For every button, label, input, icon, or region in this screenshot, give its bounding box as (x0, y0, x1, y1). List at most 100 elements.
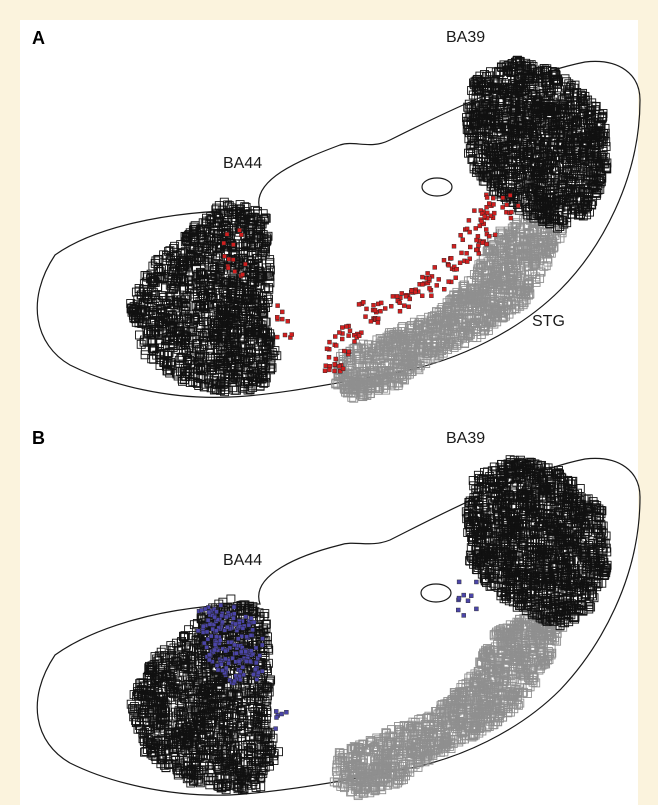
voxel-overlay-red (454, 267, 459, 272)
voxel-overlay-red (475, 234, 481, 239)
voxel-ba44 (183, 368, 193, 378)
voxel-overlay-red (476, 243, 481, 248)
voxel-ba44 (200, 229, 210, 239)
voxel-overlay-red (508, 215, 514, 221)
voxel-overlay-red (477, 223, 482, 229)
voxel-ba44 (193, 313, 203, 323)
voxel-ba44 (218, 380, 228, 389)
voxel-ba44 (206, 383, 216, 393)
voxel-ba44 (171, 367, 181, 377)
voxel-ba44 (165, 246, 175, 256)
voxel-ba44 (230, 333, 240, 343)
voxel-overlay-red (344, 324, 349, 329)
voxel-ba44 (249, 316, 259, 326)
voxel-ba44 (215, 242, 225, 252)
voxel-overlay-red (379, 300, 384, 306)
voxel-stg (557, 228, 567, 238)
voxel-ba44 (270, 346, 280, 356)
voxel-overlay-red (468, 244, 473, 250)
voxel-ba44 (258, 209, 268, 219)
voxel-overlay-red (509, 209, 514, 215)
voxel-ba44 (211, 326, 221, 336)
voxel-stg (434, 351, 444, 361)
voxel-ba44 (196, 301, 206, 311)
voxel-ba44 (217, 306, 227, 316)
panel-b-inner-ellipse (420, 583, 452, 603)
voxel-ba44 (247, 359, 257, 369)
voxel-ba44 (210, 335, 220, 345)
voxel-ba44 (258, 372, 268, 382)
voxel-ba44 (196, 365, 206, 375)
voxel-ba44 (185, 366, 195, 376)
voxel-ba44 (155, 349, 165, 359)
panel-b-brain-outline (36, 457, 641, 796)
voxel-overlay-red (403, 294, 409, 299)
voxel-ba44 (176, 353, 186, 363)
voxel-stg (485, 287, 495, 296)
voxel-ba44 (222, 363, 232, 373)
voxel-overlay-red (340, 366, 346, 371)
voxel-overlay-red (425, 271, 430, 276)
voxel-overlay-red (487, 234, 492, 239)
voxel-ba44 (244, 328, 254, 338)
voxel-ba44 (140, 271, 150, 280)
voxel-overlay-red (459, 250, 464, 256)
voxel-overlay-red (333, 356, 338, 362)
voxel-overlay-red (492, 210, 497, 216)
voxel-ba44 (137, 318, 147, 328)
panel-b-rois (126, 455, 612, 801)
voxel-ba44 (162, 250, 171, 260)
panel-a-inner-ellipse (421, 177, 453, 197)
voxel-overlay-red (326, 355, 332, 360)
voxel-overlay-red (372, 308, 378, 313)
voxel-ba44 (181, 232, 191, 242)
voxel-ba44 (205, 228, 215, 238)
voxel-ba44 (201, 363, 210, 373)
voxel-ba44 (179, 275, 189, 285)
voxel-ba44 (227, 324, 237, 334)
voxel-ba44 (256, 274, 265, 284)
voxel-ba44 (147, 343, 157, 353)
voxel-overlay-red (458, 232, 463, 238)
voxel-ba44 (257, 374, 267, 384)
voxel-ba44 (251, 288, 261, 298)
voxel-overlay-red (446, 263, 451, 268)
voxel-overlay-red (436, 277, 441, 282)
voxel-overlay-red (346, 333, 351, 338)
voxel-overlay-red (226, 265, 231, 271)
voxel-ba44 (216, 343, 226, 353)
voxel-ba44 (232, 328, 242, 338)
voxel-overlay-red (357, 333, 362, 338)
voxel-overlay-red (224, 232, 230, 237)
voxel-ba44 (243, 295, 253, 305)
voxel-stg (420, 317, 430, 327)
voxel-ba44 (161, 315, 170, 325)
voxel-ba44 (190, 242, 200, 252)
voxel-ba44 (220, 385, 230, 395)
voxel-ba44 (179, 313, 188, 323)
voxel-overlay-red (243, 261, 248, 267)
voxel-ba44 (212, 209, 222, 219)
voxel-overlay-red (327, 339, 332, 345)
voxel-overlay-red (399, 291, 404, 296)
voxel-ba44 (180, 375, 189, 385)
voxel-overlay-red (473, 226, 478, 231)
voxel-ba44 (228, 209, 238, 219)
voxel-ba44 (154, 266, 164, 276)
voxel-stg (479, 317, 489, 327)
voxel-stg (385, 369, 395, 378)
voxel-ba44 (126, 304, 136, 314)
voxel-ba44 (218, 285, 228, 295)
voxel-ba44 (162, 335, 172, 345)
voxel-overlay-red (327, 367, 332, 373)
voxel-ba44 (241, 356, 251, 365)
voxel-overlay-red (484, 195, 490, 200)
voxel-overlay-red (476, 251, 481, 256)
voxel-ba44 (206, 212, 216, 221)
voxel-ba44 (199, 225, 209, 235)
voxel-ba44 (161, 263, 171, 273)
voxel-overlay-red (332, 362, 337, 367)
voxel-ba44 (153, 254, 163, 264)
voxel-ba44 (175, 322, 185, 331)
voxel-overlay-red (282, 332, 288, 338)
